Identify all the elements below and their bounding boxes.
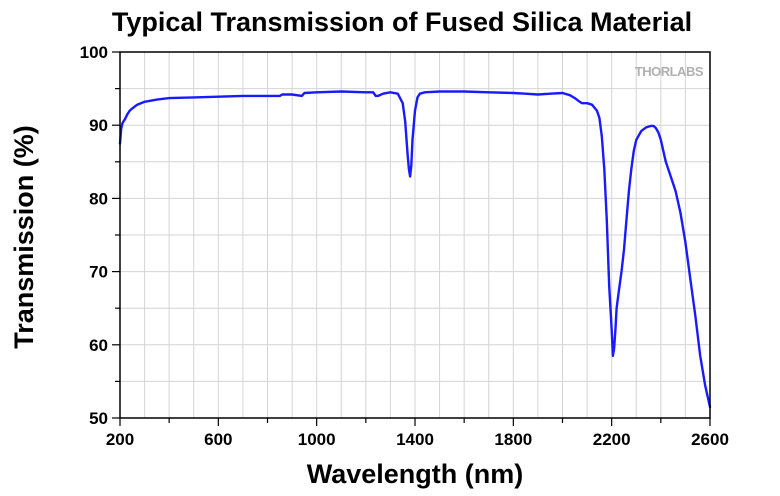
data-series	[118, 90, 712, 409]
x-tick-label: 1400	[396, 430, 434, 449]
x-axis-label: Wavelength (nm)	[307, 459, 524, 489]
y-tick-label: 80	[89, 189, 108, 208]
transmission-series-line	[118, 90, 712, 409]
y-tick-label: 70	[89, 263, 108, 282]
x-tick-label: 1800	[494, 430, 532, 449]
y-tick-label: 50	[89, 409, 108, 428]
x-tick-labels: 200 600 1000 1400 1800 2200 2600	[106, 430, 729, 449]
x-tick-label: 1000	[298, 430, 336, 449]
axis-ticks	[112, 51, 711, 426]
y-tick-label: 60	[89, 336, 108, 355]
x-tick-label: 600	[204, 430, 232, 449]
y-tick-label: 100	[80, 43, 108, 62]
plot-frame	[119, 51, 711, 419]
chart-title: Typical Transmission of Fused Silica Mat…	[112, 7, 692, 37]
x-tick-label: 2200	[593, 430, 631, 449]
x-tick-label: 2600	[691, 430, 729, 449]
y-axis-label: Transmission (%)	[9, 125, 39, 349]
y-tick-label: 90	[89, 116, 108, 135]
x-tick-label: 200	[106, 430, 134, 449]
thorlabs-watermark: THORLABS	[635, 64, 704, 79]
y-tick-labels: 50 60 70 80 90 100	[80, 43, 108, 428]
